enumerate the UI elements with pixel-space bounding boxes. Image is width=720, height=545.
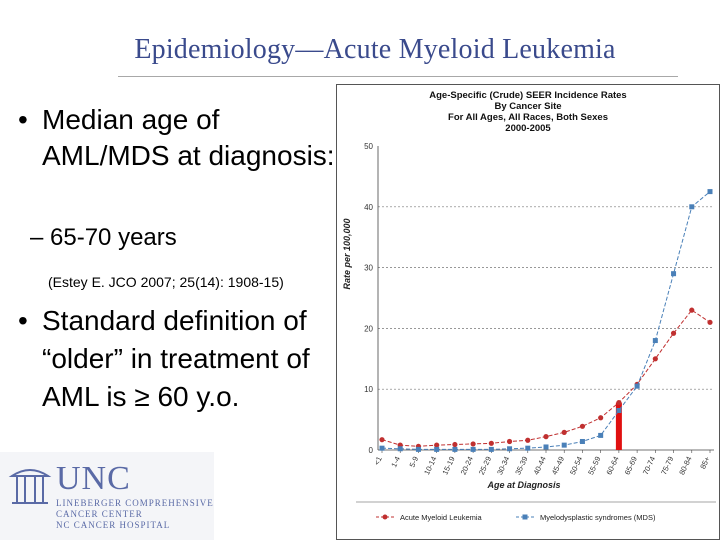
mds-point bbox=[634, 383, 640, 389]
y-tick-label: 30 bbox=[364, 264, 373, 273]
aml-point bbox=[543, 434, 549, 440]
age-60-marker-bar bbox=[615, 402, 622, 450]
aml-point bbox=[670, 330, 677, 336]
legend-marker bbox=[382, 514, 388, 520]
aml-point bbox=[579, 423, 586, 429]
citation: (Estey E. JCO 2007; 25(14): 1908-15) bbox=[48, 274, 284, 290]
bullet-older-definition: • Standard definition of “older” in trea… bbox=[18, 302, 342, 416]
legend-marker bbox=[522, 514, 528, 520]
old-well-icon bbox=[8, 469, 52, 504]
mds-point bbox=[561, 442, 567, 448]
title-divider bbox=[118, 76, 678, 77]
y-axis-label: Rate per 100,000 bbox=[342, 218, 352, 289]
mds-point bbox=[616, 407, 622, 413]
mds-point bbox=[397, 446, 403, 452]
chart-title-line: Age-Specific (Crude) SEER Incidence Rate… bbox=[429, 90, 626, 101]
seer-chart-svg: Age-Specific (Crude) SEER Incidence Rate… bbox=[336, 84, 720, 540]
chart-legend: Acute Myeloid Leukemia Myelodysplastic sy… bbox=[376, 513, 656, 522]
logo-wordmark: UNC bbox=[56, 460, 131, 497]
mds-point bbox=[671, 271, 677, 277]
chart-border bbox=[336, 84, 720, 540]
mds-point bbox=[652, 338, 658, 344]
mds-point bbox=[525, 445, 531, 451]
mds-point bbox=[579, 438, 585, 444]
slide-title: Epidemiology—Acute Myeloid Leukemia bbox=[134, 34, 616, 65]
x-tick-label: <1 bbox=[372, 455, 384, 467]
y-tick-label: 50 bbox=[364, 142, 373, 151]
mds-point bbox=[689, 204, 695, 210]
chart-series bbox=[379, 189, 713, 452]
x-tick-label: 5-9 bbox=[408, 455, 421, 469]
aml-point bbox=[689, 307, 695, 313]
x-axis-label: Age at Diagnosis bbox=[486, 480, 560, 490]
logo-line-2: CANCER CENTER bbox=[56, 509, 143, 519]
aml-point bbox=[434, 442, 440, 448]
logo-line-1: LINEBERGER COMPREHENSIVE bbox=[56, 498, 214, 508]
bullet-median-age: • Median age of AML/MDS at diagnosis: bbox=[18, 102, 342, 174]
mds-point bbox=[415, 446, 421, 452]
legend-label: Myelodysplastic syndromes (MDS) bbox=[540, 513, 656, 522]
aml-point bbox=[452, 441, 458, 448]
y-tick-label: 40 bbox=[364, 203, 373, 212]
bullet-dot: • bbox=[18, 104, 28, 135]
mds-point bbox=[470, 446, 476, 452]
mds-point bbox=[488, 446, 494, 452]
chart-title: Age-Specific (Crude) SEER Incidence Rate… bbox=[429, 90, 626, 134]
bullet-median-age-text: Median age of AML/MDS at diagnosis: bbox=[42, 104, 335, 171]
aml-point bbox=[470, 441, 476, 447]
logo-line-3: NC CANCER HOSPITAL bbox=[56, 520, 171, 530]
aml-point bbox=[379, 437, 385, 443]
chart-title-line: For All Ages, All Races, Both Sexes bbox=[448, 112, 608, 123]
mds-point bbox=[434, 446, 440, 452]
mds-point bbox=[507, 446, 513, 452]
aml-point bbox=[707, 319, 713, 325]
aml-point bbox=[561, 429, 567, 435]
y-tick-label: 0 bbox=[369, 446, 374, 455]
y-tick-label: 10 bbox=[364, 385, 373, 394]
aml-point bbox=[652, 356, 658, 362]
mds-point bbox=[598, 432, 604, 438]
mds-point bbox=[452, 446, 458, 452]
bullet-dot: • bbox=[18, 305, 28, 336]
chart-title-line: By Cancer Site bbox=[494, 101, 561, 112]
seer-chart: Age-Specific (Crude) SEER Incidence Rate… bbox=[336, 84, 720, 540]
aml-point bbox=[616, 399, 622, 406]
mds-point bbox=[543, 444, 549, 450]
mds-point bbox=[707, 189, 713, 195]
y-axis-ticks: 0 10 20 30 40 50 bbox=[364, 142, 373, 455]
y-tick-label: 20 bbox=[364, 324, 373, 333]
chart-title-line: 2000-2005 bbox=[505, 123, 551, 134]
aml-point bbox=[488, 440, 494, 446]
bullet-older-definition-text: Standard definition of “older” in treatm… bbox=[42, 305, 310, 412]
sub-bullet-age-range: – 65-70 years bbox=[30, 224, 177, 251]
legend-label: Acute Myeloid Leukemia bbox=[400, 513, 483, 522]
mds-point bbox=[379, 445, 385, 451]
aml-point bbox=[598, 415, 604, 421]
aml-point bbox=[525, 437, 531, 443]
aml-point bbox=[506, 438, 513, 445]
x-tick-label: 1-4 bbox=[389, 455, 402, 469]
unc-logo: UNC LINEBERGER COMPREHENSIVE CANCER CENT… bbox=[0, 452, 214, 540]
